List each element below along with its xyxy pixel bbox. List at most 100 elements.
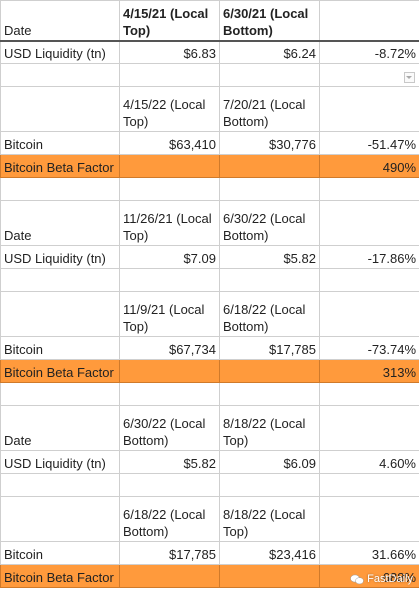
dropdown-arrow-icon[interactable] bbox=[404, 72, 415, 83]
table-cell[interactable]: 6/18/22 (Local Bottom) bbox=[219, 291, 320, 337]
table-cell[interactable]: $17,785 bbox=[219, 336, 320, 360]
table-cell[interactable]: Bitcoin bbox=[0, 131, 120, 155]
table-cell[interactable] bbox=[0, 177, 120, 201]
table-cell[interactable]: 6/30/22 (Local Bottom) bbox=[219, 200, 320, 246]
table-cell[interactable]: Bitcoin Beta Factor bbox=[0, 359, 120, 383]
table-cell[interactable]: 6/18/22 (Local Bottom) bbox=[119, 496, 220, 542]
table-cell[interactable] bbox=[119, 359, 220, 383]
table-row: USD Liquidity (tn) $5.82 $6.09 4.60% bbox=[0, 450, 419, 474]
table-row: 4/15/22 (Local Top) 7/20/21 (Local Bottom… bbox=[0, 86, 419, 132]
table-cell[interactable]: Bitcoin bbox=[0, 541, 120, 565]
table-cell[interactable] bbox=[119, 154, 220, 178]
table-cell[interactable] bbox=[319, 473, 419, 497]
table-row: USD Liquidity (tn) $7.09 $5.82 -17.86% bbox=[0, 245, 419, 269]
table-cell[interactable] bbox=[119, 268, 220, 292]
table-cell[interactable]: Date bbox=[0, 0, 120, 42]
table-cell[interactable]: $17,785 bbox=[119, 541, 220, 565]
table-row: 11/9/21 (Local Top) 6/18/22 (Local Bottom… bbox=[0, 291, 419, 337]
table-cell[interactable]: -51.47% bbox=[319, 131, 419, 155]
table-cell[interactable]: $6.09 bbox=[219, 450, 320, 474]
table-cell[interactable]: 688% bbox=[319, 564, 419, 588]
table-cell[interactable]: $7.09 bbox=[119, 245, 220, 269]
table-cell[interactable]: $6.83 bbox=[119, 40, 220, 64]
table-cell[interactable] bbox=[0, 473, 120, 497]
table-cell[interactable] bbox=[0, 291, 120, 337]
table-cell[interactable] bbox=[219, 268, 320, 292]
table-cell[interactable] bbox=[319, 291, 419, 337]
table-cell[interactable] bbox=[319, 86, 419, 132]
table-cell[interactable] bbox=[0, 382, 120, 406]
table-cell[interactable] bbox=[219, 154, 320, 178]
table-cell[interactable] bbox=[219, 63, 320, 87]
table-cell[interactable] bbox=[219, 473, 320, 497]
table-cell[interactable] bbox=[319, 405, 419, 451]
table-cell[interactable]: $5.82 bbox=[219, 245, 320, 269]
table-cell[interactable]: $63,410 bbox=[119, 131, 220, 155]
table-cell[interactable] bbox=[319, 382, 419, 406]
table-cell[interactable] bbox=[319, 177, 419, 201]
beta-factor-row: Bitcoin Beta Factor 688% bbox=[0, 564, 419, 588]
table-cell[interactable] bbox=[0, 268, 120, 292]
table-cell[interactable]: 7/20/21 (Local Bottom) bbox=[219, 86, 320, 132]
watermark-label: FastDaily bbox=[367, 573, 413, 585]
table-cell[interactable]: 6/30/21 (Local Bottom) bbox=[219, 0, 320, 42]
table-cell[interactable] bbox=[119, 177, 220, 201]
table-cell[interactable]: $23,416 bbox=[219, 541, 320, 565]
table-cell[interactable]: USD Liquidity (tn) bbox=[0, 450, 120, 474]
table-row bbox=[0, 177, 419, 201]
table-cell[interactable]: Bitcoin bbox=[0, 336, 120, 360]
table-cell[interactable]: Date bbox=[0, 405, 120, 451]
table-cell[interactable] bbox=[119, 564, 220, 588]
table-row: Date 11/26/21 (Local Top) 6/30/22 (Local B… bbox=[0, 200, 419, 246]
table-row: Date 6/30/22 (Local Bottom) 8/18/22 (Local… bbox=[0, 405, 419, 451]
table-cell[interactable] bbox=[119, 382, 220, 406]
table-cell[interactable]: 11/26/21 (Local Top) bbox=[119, 200, 220, 246]
table-cell[interactable]: USD Liquidity (tn) bbox=[0, 245, 120, 269]
table-cell[interactable]: Date bbox=[0, 200, 120, 246]
table-cell[interactable] bbox=[219, 177, 320, 201]
table-row bbox=[0, 268, 419, 292]
table-cell[interactable] bbox=[219, 359, 320, 383]
table-cell[interactable] bbox=[319, 63, 419, 87]
table-cell[interactable] bbox=[0, 63, 120, 87]
table-cell[interactable]: 6/30/22 (Local Bottom) bbox=[119, 405, 220, 451]
table-row: USD Liquidity (tn) $6.83 $6.24 -8.72% bbox=[0, 40, 419, 64]
table-cell[interactable] bbox=[119, 473, 220, 497]
table-cell[interactable]: $67,734 bbox=[119, 336, 220, 360]
table-cell[interactable]: $6.24 bbox=[219, 40, 320, 64]
table-cell[interactable]: USD Liquidity (tn) bbox=[0, 40, 120, 64]
table-cell[interactable]: -17.86% bbox=[319, 245, 419, 269]
table-cell[interactable]: 8/18/22 (Local Top) bbox=[219, 496, 320, 542]
wechat-icon bbox=[350, 574, 364, 584]
table-cell[interactable]: 4/15/22 (Local Top) bbox=[119, 86, 220, 132]
table-cell[interactable]: 4/15/21 (Local Top) bbox=[119, 0, 220, 42]
beta-factor-row: Bitcoin Beta Factor 490% bbox=[0, 154, 419, 178]
table-cell[interactable] bbox=[319, 200, 419, 246]
beta-factor-row: Bitcoin Beta Factor 313% bbox=[0, 359, 419, 383]
table-cell[interactable]: 31.66% bbox=[319, 541, 419, 565]
table-row: Bitcoin $63,410 $30,776 -51.47% bbox=[0, 131, 419, 155]
table-cell[interactable]: $30,776 bbox=[219, 131, 320, 155]
table-cell[interactable]: -73.74% bbox=[319, 336, 419, 360]
table-cell[interactable] bbox=[0, 496, 120, 542]
table-cell[interactable]: 313% bbox=[319, 359, 419, 383]
table-cell[interactable] bbox=[219, 564, 320, 588]
table-cell[interactable]: 4.60% bbox=[319, 450, 419, 474]
table-row bbox=[0, 382, 419, 406]
table-cell[interactable] bbox=[219, 382, 320, 406]
table-row: 6/18/22 (Local Bottom) 8/18/22 (Local Top… bbox=[0, 496, 419, 542]
table-cell[interactable]: Bitcoin Beta Factor bbox=[0, 154, 120, 178]
table-cell[interactable] bbox=[0, 86, 120, 132]
table-cell[interactable]: $5.82 bbox=[119, 450, 220, 474]
table-cell[interactable] bbox=[319, 496, 419, 542]
table-cell[interactable]: 490% bbox=[319, 154, 419, 178]
table-cell[interactable] bbox=[119, 63, 220, 87]
table-cell[interactable] bbox=[319, 268, 419, 292]
table-cell[interactable]: -8.72% bbox=[319, 40, 419, 64]
table-cell[interactable] bbox=[319, 0, 419, 42]
table-cell[interactable]: 8/18/22 (Local Top) bbox=[219, 405, 320, 451]
table-cell[interactable]: 11/9/21 (Local Top) bbox=[119, 291, 220, 337]
table-cell[interactable]: Bitcoin Beta Factor bbox=[0, 564, 120, 588]
